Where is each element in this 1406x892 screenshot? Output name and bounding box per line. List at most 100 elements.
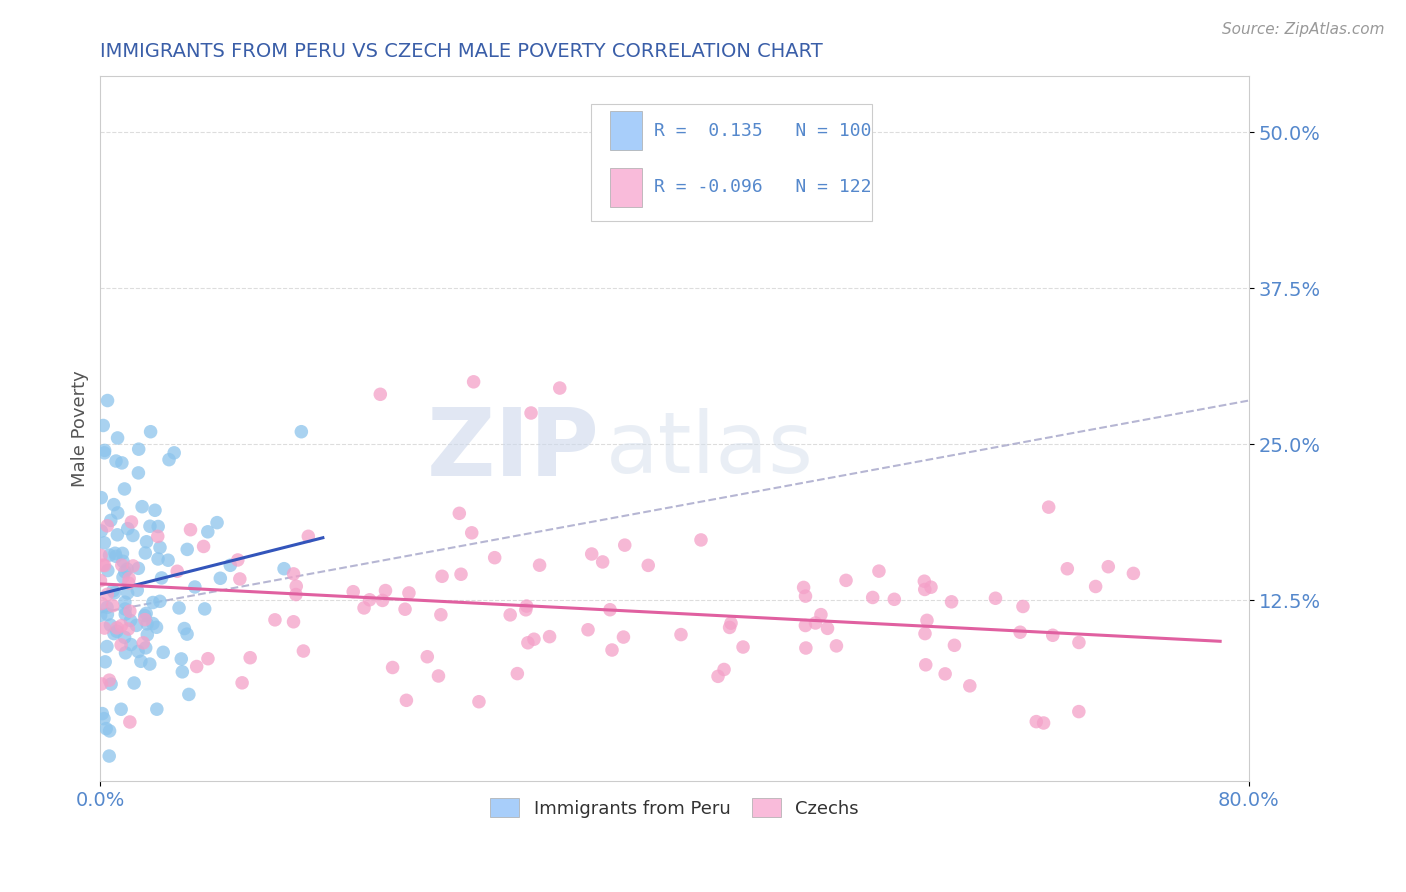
Point (114, 646, 136, 660)
Point (342, 584, 364, 599)
Point (127, 466, 149, 480)
Point (146, 702, 169, 716)
Point (114, 595, 136, 609)
Point (499, 607, 522, 622)
Point (941, 595, 963, 609)
Point (1025, 714, 1047, 729)
Point (136, 616, 159, 631)
Point (105, 624, 128, 639)
Point (381, 660, 404, 674)
Point (576, 623, 599, 637)
Point (690, 533, 713, 547)
Point (506, 666, 529, 681)
Point (374, 583, 396, 598)
Point (131, 500, 153, 514)
Point (194, 602, 217, 616)
Point (105, 621, 128, 635)
Point (862, 591, 884, 605)
Point (285, 579, 308, 593)
Point (90, 608, 112, 623)
Point (804, 615, 827, 630)
Point (110, 702, 132, 716)
Point (810, 607, 832, 622)
Point (101, 583, 124, 598)
Point (135, 640, 157, 655)
Point (143, 503, 166, 517)
Point (89, 574, 111, 588)
Point (163, 446, 186, 460)
Point (104, 546, 127, 560)
Point (96, 587, 118, 601)
Text: Source: ZipAtlas.com: Source: ZipAtlas.com (1222, 22, 1385, 37)
Point (91, 558, 114, 572)
Point (825, 639, 848, 653)
Point (122, 528, 145, 542)
Point (93, 558, 115, 573)
Point (713, 663, 735, 677)
Point (103, 498, 125, 512)
Point (107, 506, 129, 520)
Point (127, 644, 149, 658)
Point (449, 506, 471, 520)
Point (90, 597, 112, 611)
Point (707, 669, 730, 683)
Point (93, 536, 115, 550)
Point (371, 593, 394, 607)
Point (127, 561, 149, 575)
Point (127, 583, 149, 598)
Point (114, 631, 136, 645)
Point (209, 571, 232, 585)
Point (100, 618, 122, 632)
Point (720, 616, 742, 631)
Point (934, 666, 956, 681)
Point (114, 482, 136, 496)
Point (515, 603, 537, 617)
Point (167, 601, 190, 615)
Point (134, 546, 156, 560)
Point (430, 569, 453, 583)
Point (139, 657, 162, 671)
Point (136, 628, 159, 642)
Point (637, 558, 659, 573)
Point (148, 519, 170, 533)
Point (427, 669, 450, 683)
Point (718, 620, 741, 634)
Point (90, 524, 112, 538)
Point (290, 425, 312, 439)
Legend: Immigrants from Peru, Czechs: Immigrants from Peru, Czechs (484, 791, 866, 825)
Point (1056, 562, 1078, 576)
Point (152, 645, 174, 659)
Point (177, 687, 200, 701)
Point (134, 608, 156, 623)
Point (516, 636, 538, 650)
Point (103, 626, 125, 640)
Point (731, 640, 754, 654)
Point (157, 452, 180, 467)
Point (613, 125, 636, 139)
Point (118, 572, 141, 586)
Point (120, 614, 142, 628)
Point (98, 673, 121, 688)
Point (149, 594, 172, 608)
Point (111, 570, 134, 584)
Point (1042, 628, 1064, 642)
Point (118, 576, 141, 591)
Point (98, 723, 121, 738)
Point (96, 600, 118, 615)
Point (170, 652, 193, 666)
Point (142, 595, 165, 609)
Point (105, 528, 128, 542)
Point (93, 443, 115, 458)
Point (105, 454, 128, 468)
Point (359, 592, 381, 607)
Point (529, 558, 551, 573)
Point (284, 588, 307, 602)
Point (118, 604, 141, 618)
Point (1012, 599, 1035, 614)
Point (613, 538, 636, 552)
Point (1097, 559, 1119, 574)
Point (184, 580, 207, 594)
Point (920, 580, 942, 594)
Point (1032, 716, 1054, 731)
Point (111, 546, 134, 560)
